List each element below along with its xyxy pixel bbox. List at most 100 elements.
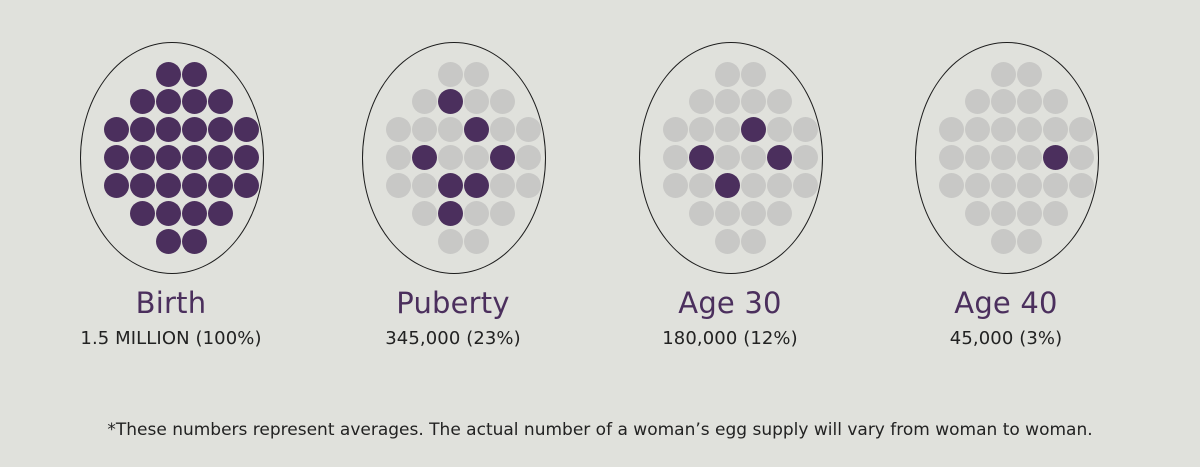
egg-dot-filled — [182, 145, 207, 170]
egg-dot-filled — [156, 201, 181, 226]
egg-dot-filled — [767, 145, 792, 170]
egg-circle-outline — [915, 42, 1099, 274]
egg-dot-empty — [689, 117, 714, 142]
stage-value: 345,000 (23%) — [385, 328, 521, 349]
egg-dot-empty — [1017, 145, 1042, 170]
egg-dot-empty — [386, 173, 411, 198]
egg-dot-empty — [516, 173, 541, 198]
egg-dot-empty — [991, 62, 1016, 87]
stage-value: 1.5 MILLION (100%) — [80, 328, 262, 349]
panel-birth: Birth 1.5 MILLION (100%) — [51, 0, 291, 380]
egg-dot-empty — [1017, 201, 1042, 226]
egg-circle-outline — [639, 42, 823, 274]
egg-dot-filled — [182, 89, 207, 114]
egg-dot-empty — [689, 173, 714, 198]
egg-dot-empty — [939, 173, 964, 198]
egg-dot-filled — [104, 145, 129, 170]
egg-dot-empty — [965, 173, 990, 198]
egg-dot-filled — [182, 173, 207, 198]
egg-dot-empty — [767, 201, 792, 226]
egg-dot-empty — [767, 117, 792, 142]
egg-dot-empty — [464, 145, 489, 170]
egg-dot-filled — [182, 229, 207, 254]
egg-dot-filled — [182, 201, 207, 226]
egg-dot-empty — [965, 117, 990, 142]
egg-dot-empty — [715, 62, 740, 87]
footnote: *These numbers represent averages. The a… — [107, 420, 1093, 440]
egg-dot-empty — [663, 117, 688, 142]
egg-dot-empty — [991, 89, 1016, 114]
egg-dot-empty — [1069, 173, 1094, 198]
egg-dot-empty — [793, 173, 818, 198]
egg-dot-filled — [741, 117, 766, 142]
egg-dot-empty — [490, 117, 515, 142]
panel-age-30: Age 30 180,000 (12%) — [610, 0, 850, 380]
egg-dot-filled — [438, 201, 463, 226]
egg-dot-empty — [965, 201, 990, 226]
egg-circle-puberty — [362, 42, 546, 274]
egg-dot-filled — [1043, 145, 1068, 170]
egg-dot-filled — [490, 145, 515, 170]
egg-dot-empty — [689, 89, 714, 114]
stage-title: Age 30 — [678, 286, 782, 320]
egg-circle-outline — [362, 42, 546, 274]
egg-dot-empty — [464, 229, 489, 254]
egg-dot-empty — [965, 89, 990, 114]
egg-dot-empty — [741, 229, 766, 254]
egg-dot-empty — [715, 117, 740, 142]
egg-dot-filled — [104, 173, 129, 198]
egg-dot-filled — [130, 117, 155, 142]
egg-dot-empty — [939, 117, 964, 142]
egg-dot-empty — [991, 201, 1016, 226]
egg-dot-filled — [156, 62, 181, 87]
egg-dot-empty — [991, 117, 1016, 142]
egg-dot-empty — [412, 117, 437, 142]
egg-dot-empty — [438, 229, 463, 254]
egg-dot-empty — [490, 89, 515, 114]
egg-dot-filled — [438, 89, 463, 114]
stage-title: Age 40 — [954, 286, 1058, 320]
egg-dot-filled — [130, 201, 155, 226]
egg-dot-empty — [991, 145, 1016, 170]
egg-dot-empty — [689, 201, 714, 226]
egg-dot-filled — [156, 89, 181, 114]
stage-title: Birth — [135, 286, 207, 320]
egg-dot-empty — [464, 62, 489, 87]
egg-dot-filled — [208, 89, 233, 114]
egg-dot-empty — [1043, 201, 1068, 226]
egg-dot-empty — [991, 173, 1016, 198]
egg-dot-filled — [156, 173, 181, 198]
egg-dot-filled — [689, 145, 714, 170]
egg-dot-empty — [412, 173, 437, 198]
egg-dot-filled — [208, 201, 233, 226]
egg-dot-filled — [156, 229, 181, 254]
egg-dot-empty — [1017, 173, 1042, 198]
egg-dot-empty — [793, 145, 818, 170]
egg-dot-empty — [767, 89, 792, 114]
egg-dot-filled — [412, 145, 437, 170]
egg-dot-filled — [208, 173, 233, 198]
panel-puberty: Puberty 345,000 (23%) — [333, 0, 573, 380]
egg-dot-empty — [663, 145, 688, 170]
stage-value: 45,000 (3%) — [949, 328, 1063, 349]
egg-dot-filled — [208, 117, 233, 142]
egg-dot-filled — [156, 117, 181, 142]
egg-dot-empty — [464, 201, 489, 226]
egg-dot-filled — [464, 117, 489, 142]
egg-dot-filled — [130, 173, 155, 198]
egg-dot-empty — [1017, 62, 1042, 87]
egg-dot-filled — [156, 145, 181, 170]
egg-dot-filled — [438, 173, 463, 198]
egg-dot-filled — [182, 62, 207, 87]
egg-dot-empty — [965, 145, 990, 170]
stage-title: Puberty — [396, 286, 510, 320]
egg-dot-empty — [464, 89, 489, 114]
egg-dot-empty — [1017, 117, 1042, 142]
egg-dot-empty — [386, 145, 411, 170]
egg-dot-empty — [663, 173, 688, 198]
egg-dot-filled — [208, 145, 233, 170]
egg-dot-empty — [438, 117, 463, 142]
egg-dot-empty — [741, 145, 766, 170]
egg-dot-empty — [1017, 229, 1042, 254]
egg-dot-empty — [767, 173, 792, 198]
